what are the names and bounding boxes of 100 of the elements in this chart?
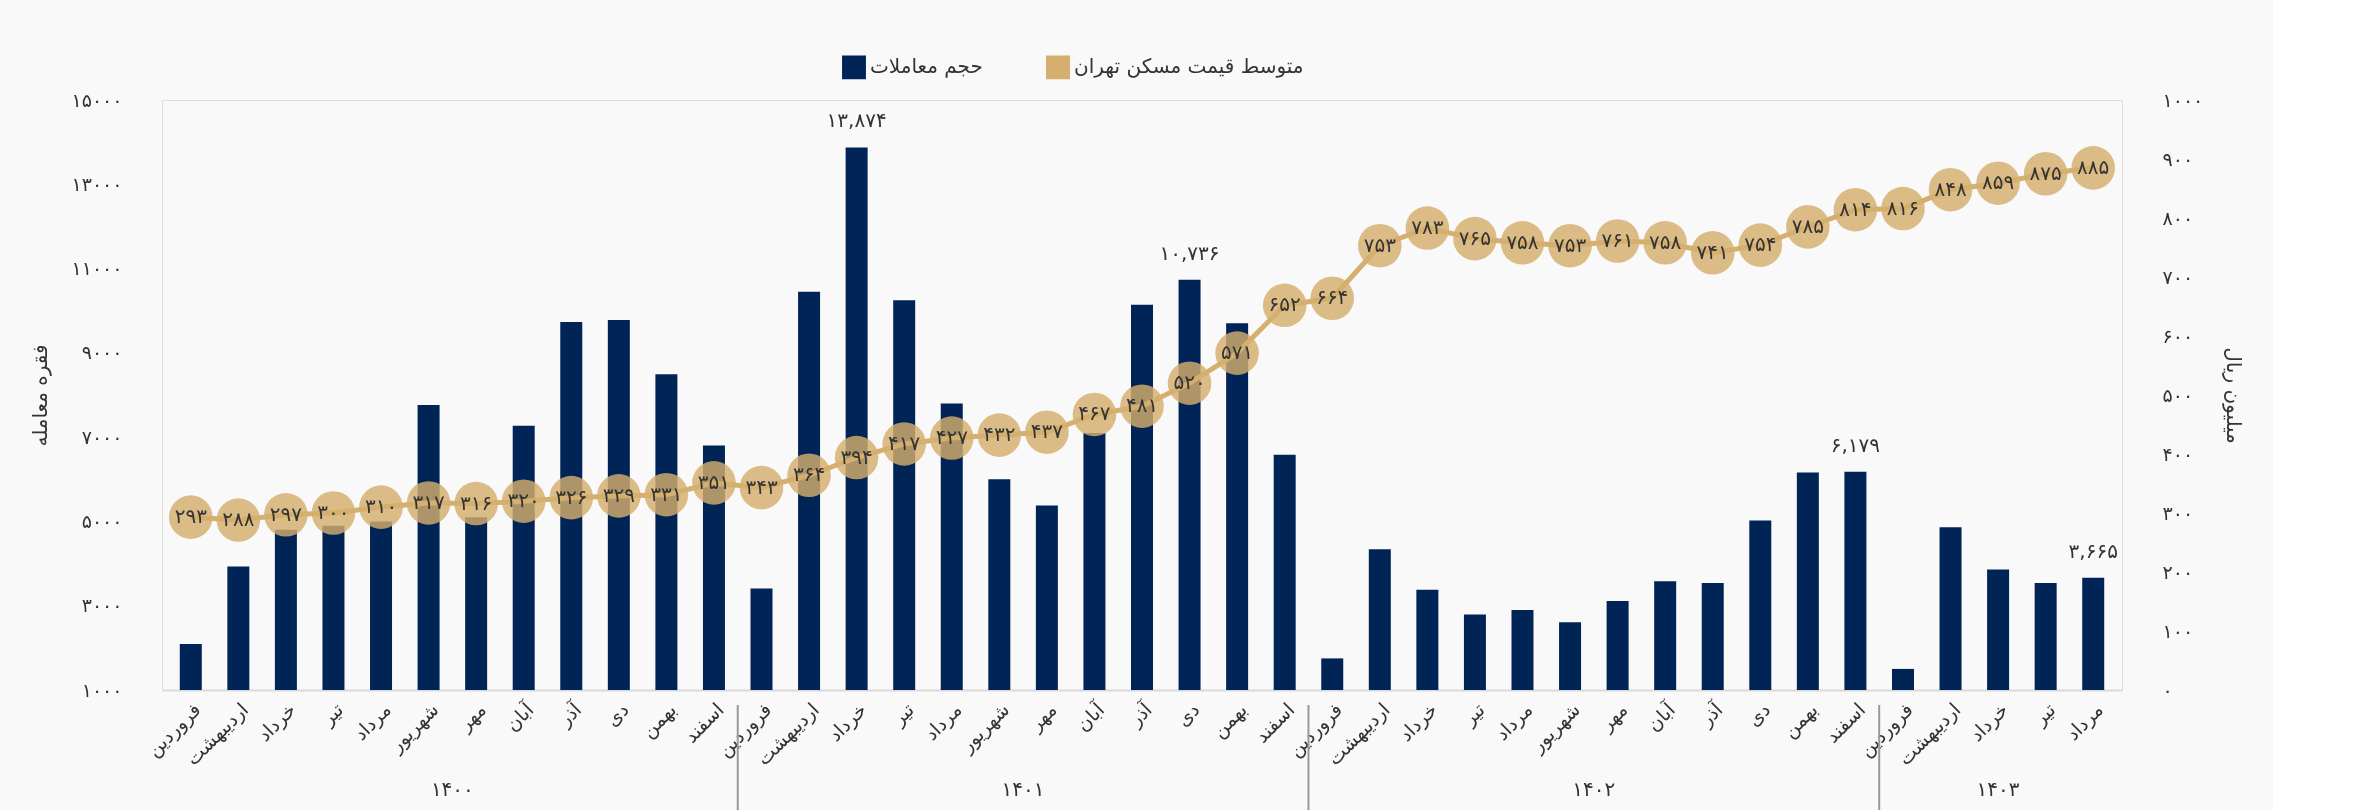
x-tick-label: تیر: [886, 698, 919, 731]
y-tick-label: ۹۰۰۰: [81, 341, 123, 364]
x-tick-label: مهر: [1023, 698, 1062, 737]
data-label: ۳۲۹: [602, 482, 635, 507]
data-label: ۲۸۸: [222, 507, 255, 532]
x-tick-label: آبان: [499, 697, 539, 736]
y2-tick-label: ۴۰۰: [2162, 442, 2194, 465]
data-label: ۸۱۶: [1886, 195, 1920, 220]
x-tick-label: دی: [1742, 698, 1775, 731]
data-label: ۷۵۸: [1506, 229, 1539, 254]
data-label: ۳۵۱: [697, 469, 731, 494]
data-label: ۶۶۴: [1316, 285, 1349, 310]
y2-tick-label: ۵۰۰: [2162, 383, 2194, 406]
data-label: ۸۷۵: [2029, 160, 2062, 185]
data-label: ۸۸۵: [2077, 154, 2110, 179]
data-label: ۳۱۷: [412, 489, 445, 514]
data-label: ۸۱۴: [1839, 196, 1872, 221]
x-tick-label: آذر: [1693, 697, 1728, 732]
y2-tick-label: ۶۰۰: [2162, 324, 2194, 347]
x-tick-label: مرداد: [1490, 698, 1538, 745]
data-label: ۳,۶۶۵: [2068, 538, 2118, 563]
y-tick-label: ۱۱۰۰۰: [71, 257, 123, 280]
data-label: ۷۸۵: [1791, 213, 1824, 238]
x-tick-label: تیر: [315, 698, 349, 731]
y-tick-label: ۱۵۰۰۰: [71, 88, 123, 111]
data-label: ۳۱۰: [364, 494, 398, 519]
data-label: ۸۴۸: [1934, 176, 1967, 201]
x-tick-label: اسفند: [679, 698, 728, 747]
x-tick-label: مهر: [453, 698, 491, 737]
x-tick-label: تیر: [1457, 698, 1490, 731]
data-label: ۲۹۷: [269, 501, 303, 526]
data-label: ۱۰,۷۳۶: [1159, 240, 1220, 265]
x-tick-label: خرداد: [252, 698, 301, 747]
data-label: ۸۵۹: [1981, 170, 2015, 195]
y-tick-label: ۱۰۰۰: [81, 678, 123, 701]
data-label: ۱۳,۸۷۴: [826, 108, 887, 133]
data-label: ۷۵۳: [1553, 232, 1587, 257]
data-label: ۳۶۴: [792, 462, 826, 487]
x-tick-label: آبان: [1641, 697, 1680, 736]
y2-tick-label: ۲۰۰: [2162, 560, 2194, 583]
text: ۱۴۰۱: [1001, 777, 1045, 801]
y-tick-label: ۷۰۰۰: [81, 425, 123, 448]
x-tick-label: بهمن: [1778, 698, 1823, 743]
x-tick-label: مرداد: [2061, 698, 2108, 745]
y2-tick-label: ۱۰۰۰: [2162, 88, 2204, 111]
y2-tick-label: ۳۰۰: [2162, 501, 2194, 524]
x-tick-label: دی: [600, 698, 633, 731]
y2-axis-title: میلیون ریال: [2222, 347, 2247, 444]
data-label: ۵۷۱: [1221, 340, 1254, 365]
data-label: ۷۵۸: [1649, 229, 1682, 254]
data-label: ۳۴۳: [745, 474, 778, 499]
data-label: ۷۵۴: [1744, 232, 1777, 257]
x-tick-label: بهمن: [1207, 698, 1252, 743]
data-label: ۴۸۱: [1125, 393, 1159, 418]
data-label: ۷۶۵: [1458, 225, 1492, 250]
data-label: ۷۸۳: [1411, 215, 1444, 240]
legend-label: متوسط قیمت مسکن تهران: [1074, 54, 1304, 79]
data-label: ۳۱۶: [460, 490, 493, 515]
text: ۱۴۰۲: [1572, 777, 1616, 801]
data-label: ۴۶۷: [1078, 401, 1111, 426]
data-label: ۷۵۳: [1363, 232, 1397, 257]
x-tick-label: آذر: [1122, 697, 1158, 732]
y2-tick-label: ۱۰۰: [2162, 619, 2194, 642]
data-label: ۴۱۷: [888, 430, 921, 455]
legend-label: حجم معاملات: [870, 54, 983, 79]
data-label: ۶,۱۷۹: [1830, 432, 1881, 457]
x-tick-label: اسفند: [1820, 698, 1870, 747]
data-label: ۳۲۶: [555, 484, 588, 509]
x-tick-label: آبان: [1070, 697, 1109, 736]
text: ۱۴۰۳: [1976, 777, 2020, 801]
x-tick-label: خرداد: [1965, 698, 2013, 747]
y-tick-label: ۵۰۰۰: [81, 509, 123, 532]
data-label: ۴۳۲: [983, 422, 1016, 447]
y2-tick-label: ۸۰۰: [2162, 206, 2194, 229]
y-tick-label: ۳۰۰۰: [81, 594, 123, 617]
x-tick-label: اسفند: [1250, 698, 1299, 747]
data-label: ۷۴۱: [1696, 239, 1729, 264]
x-tick-label: مرداد: [349, 698, 396, 745]
x-tick-label: دی: [1171, 698, 1204, 731]
data-label: ۲۹۳: [174, 504, 208, 529]
x-tick-label: آذر: [552, 697, 587, 732]
x-tick-label: مرداد: [919, 698, 967, 745]
data-label: ۶۵۲: [1268, 292, 1301, 317]
data-label: ۳۲۰: [507, 488, 540, 513]
x-tick-label: بهمن: [636, 698, 682, 743]
x-tick-label: مهر: [1594, 698, 1633, 737]
y-axis-title: فقره معامله: [28, 344, 53, 447]
y2-tick-label: ۹۰۰: [2162, 147, 2194, 170]
text: ۱۴۰۰: [430, 777, 474, 801]
data-label: ۴۳۷: [1030, 419, 1064, 444]
y2-tick-label: ۷۰۰: [2162, 265, 2194, 288]
y-tick-label: ۱۳۰۰۰: [71, 172, 123, 195]
x-tick-label: خرداد: [1394, 698, 1443, 747]
x-tick-label: تیر: [2028, 698, 2061, 731]
data-label: ۳۳۱: [650, 481, 683, 506]
data-label: ۴۲۷: [935, 425, 969, 450]
x-tick-label: خرداد: [823, 698, 872, 747]
data-label: ۳۹۴: [840, 444, 873, 469]
data-label: ۵۲۰: [1173, 370, 1206, 395]
data-label: ۳۰۰: [317, 500, 350, 524]
